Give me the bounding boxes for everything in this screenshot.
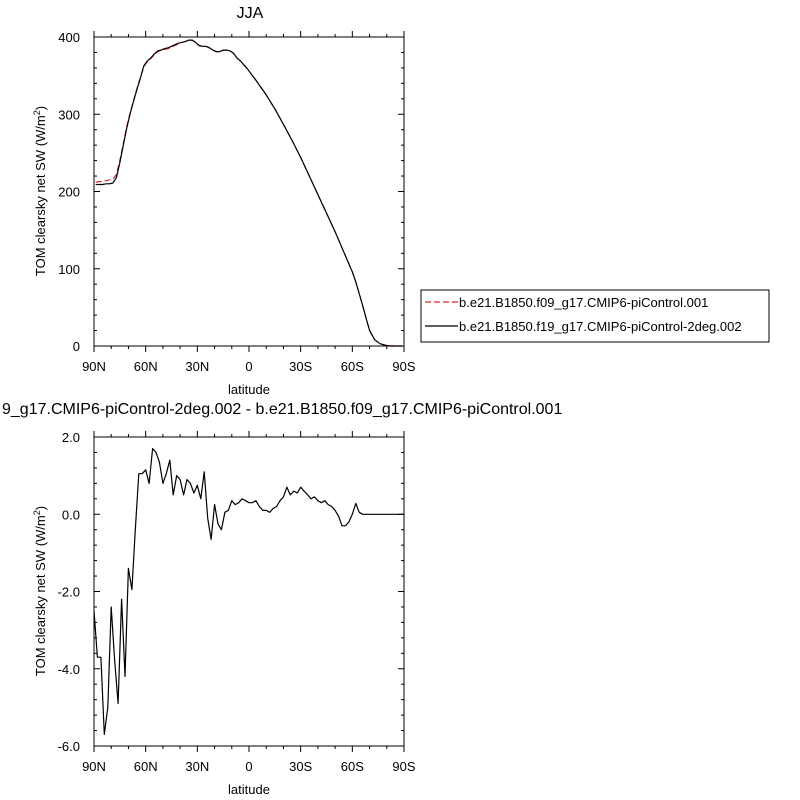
y-tick-label: 200 (58, 185, 80, 200)
series-line-0 (95, 39, 403, 347)
legend-label-f19: b.e21.B1850.f19_g17.CMIP6-piControl-2deg… (459, 319, 742, 334)
y-tick-label: 0 (73, 339, 80, 354)
legend-label-f09: b.e21.B1850.f09_g17.CMIP6-piControl.001 (459, 295, 708, 310)
top-chart-y-axis-label: TOM clearsky net SW (W/m2) (32, 106, 48, 276)
bottom-chart-plot-area (93, 436, 405, 747)
top-chart: JJA 0 100 200 300 400 90N 60N 30N 0 30S 60S 90S la… (32, 5, 416, 397)
legend-box (420, 289, 770, 343)
bottom-chart-y-ticks: -6.0 -4.0 -2.0 0.0 2.0 (58, 430, 404, 754)
x-tick-label: 60S (341, 359, 364, 374)
y-tick-label: -4.0 (58, 662, 80, 677)
series-line-0 (93, 448, 404, 736)
x-tick-label: 30S (289, 359, 312, 374)
y-tick-label: 2.0 (62, 430, 80, 445)
bottom-chart-lines (93, 448, 404, 736)
top-chart-lines (95, 39, 403, 347)
top-chart-y-ticks: 0 100 200 300 400 (58, 30, 404, 354)
bottom-chart-x-ticks: 90N 60N 30N 0 30S 60S 90S (82, 431, 416, 774)
x-tick-label: 60N (134, 759, 158, 774)
x-tick-label: 90S (392, 759, 415, 774)
x-tick-label: 90N (82, 759, 106, 774)
x-tick-label: 90S (392, 359, 415, 374)
top-chart-plot-area (93, 36, 405, 347)
top-chart-x-ticks: 90N 60N 30N 0 30S 60S 90S (82, 31, 416, 374)
y-tick-label: -6.0 (58, 739, 80, 754)
x-tick-label: 90N (82, 359, 106, 374)
top-chart-x-axis-label: latitude (228, 382, 270, 397)
legend: b.e21.B1850.f09_g17.CMIP6-piControl.001 … (420, 289, 770, 343)
y-tick-label: -2.0 (58, 585, 80, 600)
x-tick-label: 30N (185, 359, 209, 374)
x-tick-label: 0 (245, 359, 252, 374)
x-tick-label: 30N (185, 759, 209, 774)
top-chart-title: JJA (237, 5, 264, 22)
bottom-chart-y-axis-label: TOM clearsky net SW (W/m2) (32, 506, 48, 676)
bottom-chart-title: 9_g17.CMIP6-piControl-2deg.002 - b.e21.B… (2, 401, 562, 418)
series-line-1 (95, 39, 403, 347)
x-tick-label: 60S (341, 759, 364, 774)
y-tick-label: 0.0 (62, 507, 80, 522)
x-tick-label: 30S (289, 759, 312, 774)
x-tick-label: 60N (134, 359, 158, 374)
x-tick-label: 0 (245, 759, 252, 774)
y-tick-label: 400 (58, 30, 80, 45)
y-tick-label: 100 (58, 262, 80, 277)
bottom-chart: 9_g17.CMIP6-piControl-2deg.002 - b.e21.B… (2, 401, 562, 797)
bottom-chart-x-axis-label: latitude (228, 782, 270, 797)
y-tick-label: 300 (58, 107, 80, 122)
